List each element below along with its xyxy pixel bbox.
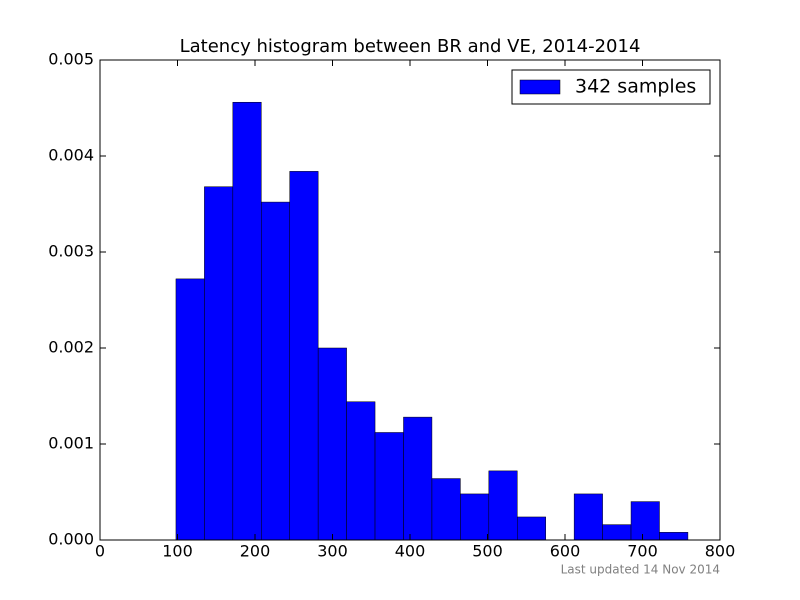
x-tick-label: 300 (317, 542, 348, 561)
bar (431, 478, 461, 541)
bar (232, 101, 262, 541)
footnote: Last updated 14 Nov 2014 (561, 563, 720, 577)
x-tick-label: 600 (550, 542, 581, 561)
bar (346, 401, 376, 541)
bar (573, 493, 603, 541)
x-tick-label: 700 (627, 542, 658, 561)
bar (289, 171, 319, 541)
bar (204, 186, 234, 541)
legend-swatch (519, 79, 561, 95)
legend-label: 342 samples (575, 76, 696, 98)
chart-title: Latency histogram between BR and VE, 201… (180, 36, 641, 57)
x-tick-label: 200 (240, 542, 271, 561)
bar (517, 516, 546, 541)
bar (374, 432, 404, 541)
bar (659, 532, 689, 541)
x-tick-label: 500 (472, 542, 503, 561)
bar (403, 416, 433, 541)
bar (175, 278, 205, 541)
bar (488, 470, 518, 541)
x-tick-label: 400 (395, 542, 426, 561)
x-tick-label: 100 (162, 542, 193, 561)
bar (602, 524, 632, 541)
y-tick-label: 0.001 (48, 434, 94, 453)
bar (261, 201, 290, 541)
x-tick-label: 0 (95, 542, 105, 561)
x-tick-label: 800 (705, 542, 736, 561)
y-tick-label: 0.005 (48, 50, 94, 69)
y-tick-label: 0.002 (48, 338, 94, 357)
y-tick-label: 0.003 (48, 242, 94, 261)
bar (460, 493, 490, 541)
bar (317, 347, 347, 541)
bar (630, 501, 660, 541)
y-tick-label: 0.004 (48, 146, 94, 165)
y-tick-label: 0.000 (48, 530, 94, 549)
